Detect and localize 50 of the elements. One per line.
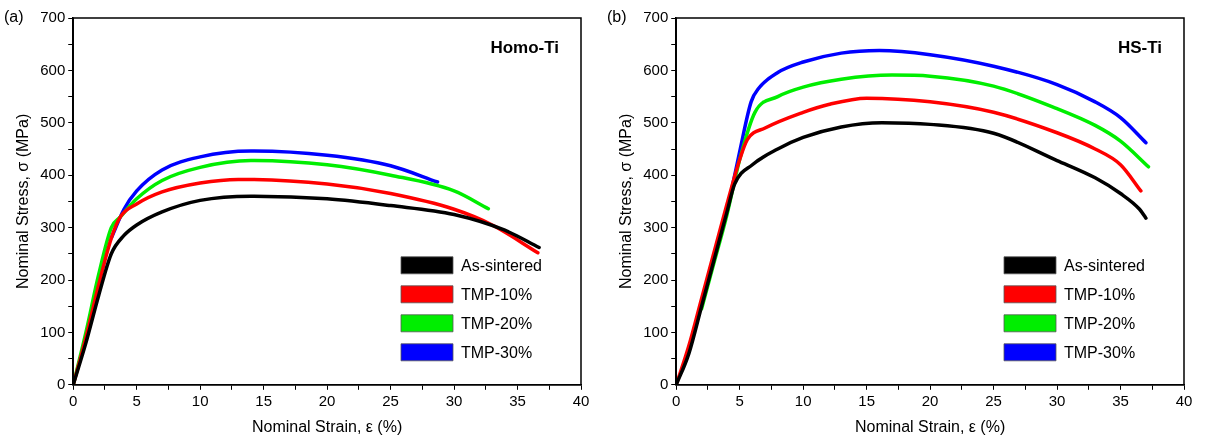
y-tick-label: 400 [40,165,66,183]
x-tick-label: 15 [255,391,272,409]
legend-label: As-sintered [461,256,542,274]
x-tick-label: 20 [921,391,939,409]
legend-label: TMP-20% [1064,314,1136,332]
legend-label: TMP-20% [461,314,533,332]
x-tick-label: 0 [69,391,78,409]
x-tick-label: 10 [191,391,209,409]
y-axis-title: Nominal Stress, σ (MPa) [617,113,635,290]
legend-label: As-sintered [1064,256,1145,274]
x-tick-label: 5 [132,391,141,409]
legend-label: TMP-30% [461,343,533,361]
chart-title: (a) [4,8,24,26]
y-tick-label: 500 [40,112,66,130]
x-axis-title: Nominal Strain, ε (%) [854,417,1006,435]
y-tick-label: 200 [643,270,669,288]
legend-label: TMP-30% [1064,343,1136,361]
y-tick-label: 700 [643,8,669,26]
annotation: HS-Ti [1117,38,1162,58]
x-tick-label: 30 [1048,391,1066,409]
x-tick-label: 15 [858,391,875,409]
y-axis-title: Nominal Stress, σ (MPa) [14,113,32,290]
x-tick-label: 35 [1112,391,1129,409]
y-tick-label: 600 [643,60,669,78]
x-tick-label: 35 [509,391,526,409]
y-tick-label: 600 [40,60,66,78]
x-tick-label: 10 [794,391,812,409]
y-tick-label: 0 [56,374,66,392]
x-tick-label: 30 [445,391,463,409]
y-tick-label: 300 [40,217,66,235]
x-tick-label: 5 [735,391,744,409]
y-tick-label: 500 [643,112,669,130]
y-tick-label: 400 [643,165,669,183]
y-tick-label: 200 [40,270,66,288]
x-tick-label: 40 [572,391,590,409]
y-tick-label: 100 [40,322,66,340]
y-tick-label: 100 [643,322,669,340]
x-tick-label: 25 [985,391,1002,409]
y-tick-label: 300 [643,217,669,235]
x-tick-label: 0 [672,391,681,409]
annotation: Homo-Ti [490,38,559,58]
y-tick-label: 700 [40,8,66,26]
legend-label: TMP-10% [1064,285,1136,303]
x-axis-title: Nominal Strain, ε (%) [251,417,403,435]
legend-label: TMP-10% [461,285,533,303]
x-tick-label: 40 [1175,391,1193,409]
x-tick-label: 25 [382,391,399,409]
x-tick-label: 20 [318,391,336,409]
chart-title: (b) [607,8,627,26]
y-tick-label: 0 [659,374,669,392]
